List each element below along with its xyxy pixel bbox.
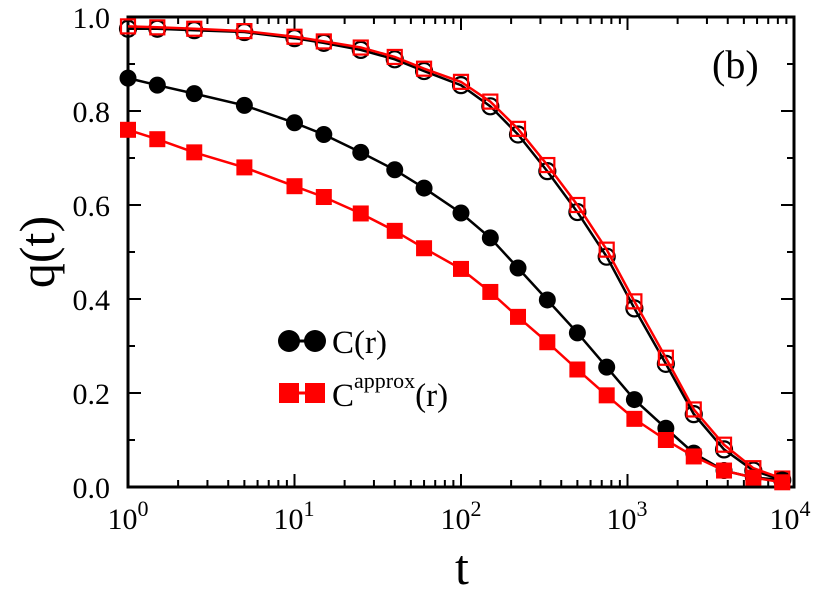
legend: C(r) Capprox(r) [278,325,448,414]
data-point [415,179,433,197]
data-point [119,69,137,87]
data-point [657,349,674,366]
data-point [539,156,556,174]
data-point [598,358,616,376]
data-point [315,126,333,143]
data-point [685,448,702,465]
data-point [415,60,433,77]
series-line [127,25,783,480]
legend-label-c: C(r) [332,325,387,361]
panel-label: (b) [712,42,759,87]
series-line [128,27,783,482]
data-point [509,259,527,277]
data-point [774,474,791,491]
data-point [716,462,733,479]
x-tick-label: 100 [108,496,149,536]
legend-marker [305,383,325,403]
data-point [315,189,332,206]
x-tick-label: 104 [770,496,811,536]
y-tick-label: 0.2 [73,378,111,411]
data-point [509,120,527,137]
data-point [149,19,166,36]
data-point [236,23,253,40]
data-point [625,391,643,409]
data-point [657,432,674,448]
data-point [186,20,203,37]
x-axis-title: t [455,539,469,592]
data-point [685,401,702,418]
data-point [598,387,615,404]
data-point [510,308,527,325]
data-point [481,229,499,247]
x-tick-label: 103 [607,496,648,536]
data-point [452,204,470,222]
data-point [715,436,733,453]
series-line [127,128,783,484]
data-point [386,222,403,239]
legend-marker [278,330,300,352]
y-tick-labels: 0.0 0.2 0.4 0.6 0.8 1.0 [73,2,111,505]
x-tick-label: 102 [441,496,482,536]
data-point [148,76,166,94]
data-point [286,28,303,45]
data-point [569,196,586,214]
data-point [315,33,332,50]
y-tick-label: 0.8 [73,96,111,129]
data-point [286,178,303,195]
data-point [352,205,369,222]
data-point [452,73,470,90]
data-point [185,85,203,103]
legend-markers [278,330,326,403]
data-point [286,114,303,132]
data-point [539,334,556,351]
data-point [120,121,136,138]
y-tick-label: 0.0 [73,472,111,505]
y-tick-label: 0.4 [73,284,111,317]
data-point [236,159,253,176]
data-point [186,144,203,161]
data-point [569,361,586,378]
data-point [453,260,469,277]
data-point [119,18,137,35]
series-layer [118,18,792,491]
x-tick-label: 101 [274,496,315,536]
data-point [745,469,762,486]
data-point [568,324,586,342]
data-point [482,283,499,300]
data-point [626,293,643,310]
data-point [352,39,369,56]
data-point [235,96,253,114]
axis-ticks [127,16,794,488]
data-point [386,161,404,179]
x-tick-labels: 100 101 102 103 104 [108,496,811,536]
data-point [416,240,433,257]
data-point [482,93,499,110]
series-line [127,76,783,482]
data-point [352,143,370,161]
data-point [149,131,166,148]
data-point [598,241,615,258]
y-axis-title: q(t) [9,216,65,288]
legend-marker [279,383,299,403]
y-tick-label: 0.6 [73,190,111,223]
data-point [538,291,556,309]
y-tick-label: 1.0 [73,2,111,35]
legend-label-c-approx: Capprox(r) [332,368,448,414]
legend-marker [304,330,326,352]
data-point [626,410,643,427]
data-point [386,48,403,66]
